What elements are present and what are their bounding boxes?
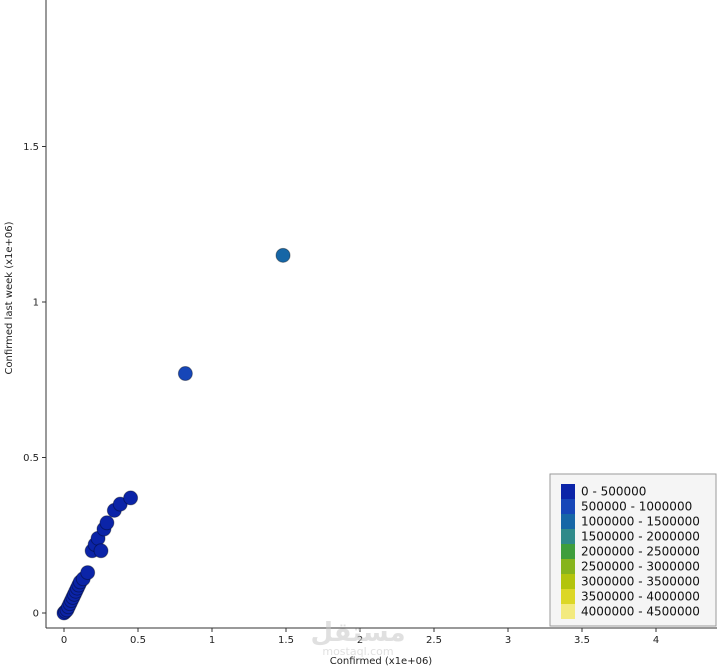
- legend-swatch: [561, 484, 575, 499]
- x-tick-label: 3.5: [574, 635, 590, 646]
- y-tick-label: 0.5: [23, 453, 39, 464]
- axes: [45, 0, 717, 629]
- x-tick-label: 3: [505, 635, 511, 646]
- legend-swatch: [561, 529, 575, 544]
- y-axis-title: Confirmed last week (x1e+06): [4, 221, 15, 374]
- y-ticks: 00.511.522.533.5: [23, 142, 46, 620]
- y-tick-label: 1.5: [23, 142, 39, 153]
- data-point: [123, 490, 139, 506]
- legend-label: 0 - 500000: [581, 485, 646, 499]
- watermark-arabic: مستقل: [310, 618, 405, 648]
- legend-label: 1000000 - 1500000: [581, 515, 700, 529]
- x-tick-label: 2: [357, 635, 363, 646]
- legend-label: 2500000 - 3000000: [581, 560, 700, 574]
- data-point: [99, 515, 115, 531]
- watermark: مستقل mostaql.com: [310, 618, 405, 658]
- x-ticks: 0 0.5 1 1.5 2 2.5 3 3.5 4: [61, 628, 659, 646]
- data-point: [93, 543, 109, 559]
- legend-swatch: [561, 574, 575, 589]
- data-point: [80, 565, 96, 581]
- x-tick-label: 4: [653, 635, 659, 646]
- data-point: [177, 366, 193, 382]
- legend-box: [549, 473, 717, 627]
- legend-swatch: [561, 589, 575, 604]
- legend-label: 3000000 - 3500000: [581, 575, 700, 589]
- y-tick-label: 1: [33, 298, 39, 309]
- data-points: [56, 247, 291, 621]
- legend-label: 500000 - 1000000: [581, 500, 692, 514]
- data-point: [275, 247, 291, 263]
- x-tick-label: 2.5: [426, 635, 442, 646]
- x-axis-title: Confirmed (x1e+06): [330, 656, 433, 667]
- x-tick-label: 1.5: [278, 635, 294, 646]
- legend-label: 1500000 - 2000000: [581, 530, 700, 544]
- legend-swatch: [561, 544, 575, 559]
- legend-label: 4000000 - 4500000: [581, 605, 700, 619]
- legend-label: 2000000 - 2500000: [581, 545, 700, 559]
- legend-swatch: [561, 559, 575, 574]
- watermark-latin: mostaql.com: [322, 645, 393, 658]
- y-tick-label: 0: [33, 609, 39, 620]
- legend-swatch: [561, 604, 575, 619]
- x-tick-label: 0.5: [130, 635, 146, 646]
- legend-swatch: [561, 499, 575, 514]
- legend-swatch: [561, 514, 575, 529]
- legend-label: 3500000 - 4000000: [581, 590, 700, 604]
- x-tick-label: 1: [209, 635, 215, 646]
- data-point: [112, 496, 128, 512]
- x-tick-label: 0: [61, 635, 67, 646]
